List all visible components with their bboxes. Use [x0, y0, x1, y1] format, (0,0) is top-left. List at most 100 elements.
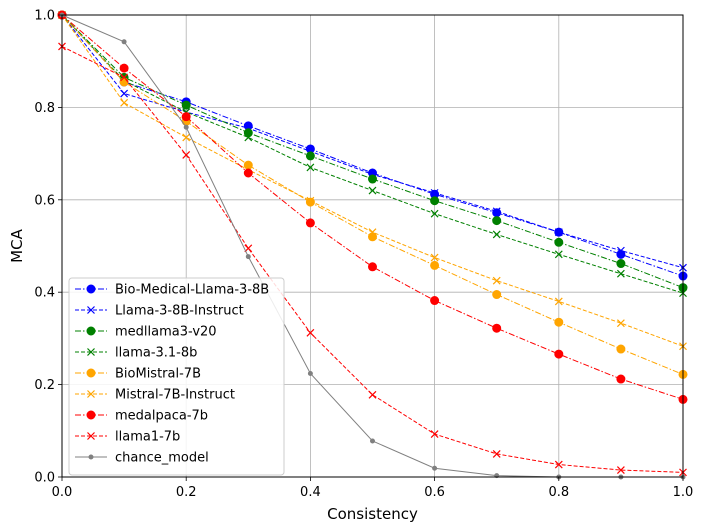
y-tick-label: 0.0: [34, 471, 55, 486]
y-tick-label: 1.0: [34, 9, 55, 24]
legend-marker: [86, 368, 96, 378]
y-tick-label: 0.8: [34, 101, 55, 116]
data-point: [243, 168, 253, 178]
x-tick-label: 0.2: [176, 485, 197, 500]
data-point: [492, 449, 501, 458]
series-medllama3-v20: [57, 10, 688, 293]
series-line-llama1-7b: [61, 45, 684, 473]
data-point: [245, 254, 251, 260]
data-point: [554, 297, 563, 306]
series-line-llama-3-8b-instruct: [61, 14, 684, 269]
data-point: [368, 262, 377, 272]
legend-item: Bio-Medical-Llama-3-8B: [75, 283, 269, 298]
legend-marker: [86, 326, 96, 336]
series-mistral-7b-instruct: [58, 11, 687, 351]
legend-item: llama1-7b: [75, 430, 180, 445]
legend-label: medalpaca-7b: [115, 409, 208, 424]
series-line-bio-medical-llama-3-8b: [61, 14, 684, 277]
data-point: [616, 374, 626, 384]
data-point: [119, 77, 129, 87]
data-point: [430, 188, 439, 197]
legend-item: Mistral-7B-Instruct: [75, 388, 235, 403]
legend-marker: [88, 454, 94, 460]
data-point: [554, 317, 564, 327]
data-point: [616, 246, 625, 255]
legend-label: chance_model: [115, 451, 209, 466]
series-line-medllama3-v20: [61, 14, 684, 289]
data-point: [492, 276, 501, 285]
y-axis-title: MCA: [8, 228, 26, 262]
data-point: [492, 230, 501, 239]
y-tick-label: 0.4: [34, 286, 55, 301]
data-point: [616, 319, 625, 328]
legend-label: BioMistral-7B: [115, 367, 201, 382]
data-point: [306, 328, 315, 337]
data-point: [430, 253, 439, 262]
data-point: [119, 63, 129, 73]
x-tick-label: 0.8: [548, 485, 569, 500]
data-point: [181, 100, 191, 110]
data-point: [121, 39, 127, 45]
data-point: [554, 460, 563, 469]
data-point: [492, 207, 501, 216]
legend-label: medllama3-v20: [115, 325, 217, 340]
x-tick-label: 0.4: [300, 485, 321, 500]
legend-label: Llama-3-8B-Instruct: [115, 304, 244, 319]
data-point: [492, 216, 502, 226]
legend-item: Llama-3-8B-Instruct: [75, 304, 244, 319]
legend-marker: [87, 348, 95, 356]
legend-label: llama1-7b: [115, 430, 180, 445]
data-point: [368, 228, 377, 237]
data-point: [306, 163, 315, 172]
data-point: [305, 218, 315, 228]
x-tick-label: 0.0: [52, 485, 73, 500]
data-point: [492, 290, 502, 300]
data-point: [430, 209, 439, 218]
legend-item: medllama3-v20: [75, 325, 217, 340]
legend-label: llama-3.1-8b: [115, 346, 197, 361]
legend-item: chance_model: [75, 451, 209, 466]
data-point: [181, 112, 191, 122]
y-tick-label: 0.2: [34, 378, 55, 393]
data-point: [554, 237, 564, 247]
legend-item: BioMistral-7B: [75, 367, 201, 382]
data-point: [554, 349, 564, 359]
legend-item: llama-3.1-8b: [75, 346, 197, 361]
data-point: [368, 186, 377, 195]
data-point: [307, 371, 313, 377]
legend-box: [68, 277, 285, 476]
x-tick-label: 1.0: [673, 485, 694, 500]
data-point: [182, 133, 191, 142]
legend-marker: [87, 432, 95, 440]
data-point: [432, 465, 438, 471]
series-line-llama-3-1-8b: [61, 14, 684, 294]
data-point: [120, 89, 129, 98]
data-point: [616, 259, 626, 269]
x-tick-label: 0.6: [424, 485, 445, 500]
data-point: [430, 430, 439, 438]
data-point: [244, 133, 253, 142]
y-tick-label: 0.6: [34, 193, 55, 208]
data-point: [243, 128, 253, 138]
data-point: [243, 160, 253, 170]
data-point: [183, 124, 189, 130]
legend-marker: [86, 410, 96, 420]
data-point: [492, 323, 502, 333]
legend-label: Mistral-7B-Instruct: [115, 388, 235, 403]
legend: Bio-Medical-Llama-3-8B Llama-3-8B-Instruc…: [68, 277, 285, 476]
data-point: [616, 344, 626, 354]
legend-item: medalpaca-7b: [75, 409, 208, 424]
data-point: [368, 174, 377, 184]
data-point: [305, 151, 315, 161]
legend-marker: [87, 390, 95, 398]
plot-frame: [61, 14, 684, 478]
data-point: [182, 151, 191, 159]
legend-marker: [86, 284, 96, 294]
data-point: [120, 98, 129, 107]
data-point: [120, 73, 129, 82]
data-point: [306, 196, 315, 205]
x-axis-title: Consistency: [327, 505, 418, 523]
data-point: [616, 269, 625, 278]
data-point: [368, 390, 377, 399]
